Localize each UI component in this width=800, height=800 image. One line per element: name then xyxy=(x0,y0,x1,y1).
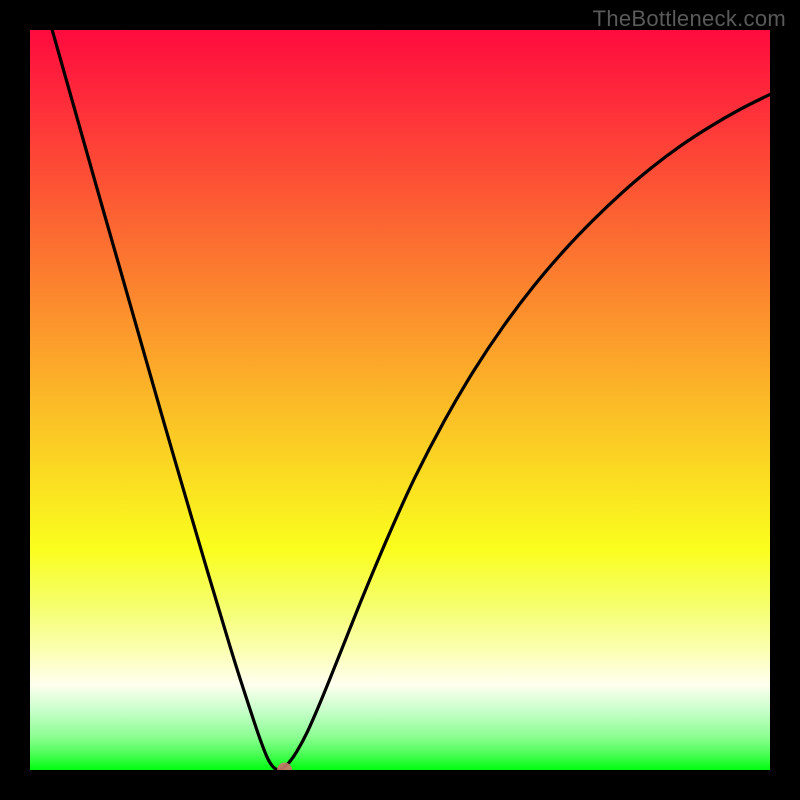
watermark-text: TheBottleneck.com xyxy=(593,6,786,32)
gradient-background xyxy=(30,30,770,770)
plot-area xyxy=(30,30,770,770)
chart-svg xyxy=(30,30,770,770)
